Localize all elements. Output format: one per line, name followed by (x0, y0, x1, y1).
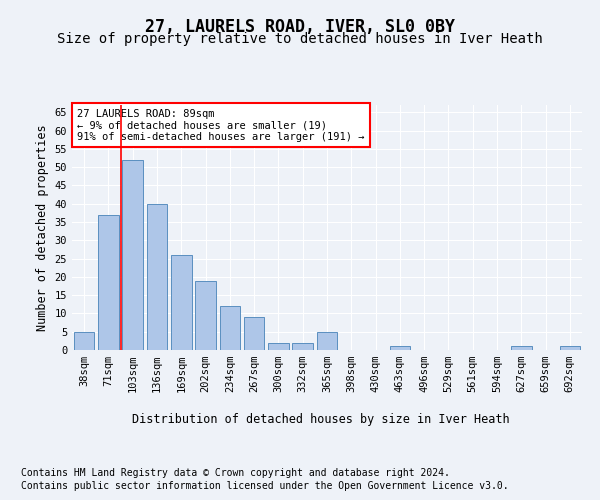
Bar (122, 160, 143, 350)
Bar (195, 280, 216, 350)
Bar (292, 342, 313, 350)
Bar (74, 332, 94, 350)
Bar (146, 204, 167, 350)
Bar (317, 332, 337, 350)
Bar (171, 255, 191, 350)
Text: Distribution of detached houses by size in Iver Heath: Distribution of detached houses by size … (132, 412, 510, 426)
Bar (220, 306, 240, 350)
Y-axis label: Number of detached properties: Number of detached properties (36, 124, 49, 331)
Text: 27, LAURELS ROAD, IVER, SL0 0BY: 27, LAURELS ROAD, IVER, SL0 0BY (145, 18, 455, 36)
Bar (560, 346, 580, 350)
Bar (268, 342, 289, 350)
Bar (98, 214, 119, 350)
Text: 27 LAURELS ROAD: 89sqm
← 9% of detached houses are smaller (19)
91% of semi-deta: 27 LAURELS ROAD: 89sqm ← 9% of detached … (77, 108, 365, 142)
Text: Size of property relative to detached houses in Iver Heath: Size of property relative to detached ho… (57, 32, 543, 46)
Bar (244, 317, 265, 350)
Bar (511, 346, 532, 350)
Bar (389, 346, 410, 350)
Text: Contains HM Land Registry data © Crown copyright and database right 2024.: Contains HM Land Registry data © Crown c… (21, 468, 450, 477)
Text: Contains public sector information licensed under the Open Government Licence v3: Contains public sector information licen… (21, 481, 509, 491)
